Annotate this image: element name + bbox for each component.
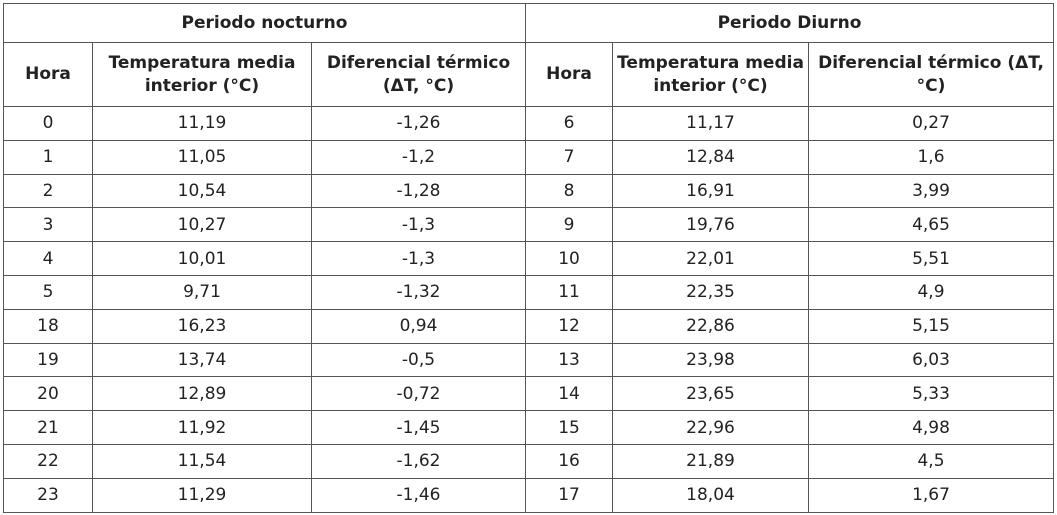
table-cell: 11,17	[612, 106, 810, 141]
table-cell: -1,26	[310, 106, 527, 141]
table-cell: 18	[3, 308, 93, 344]
table-row: 19 13,74 -0,5 13 23,98 6,03	[3, 342, 1055, 378]
table-cell: 11,05	[92, 139, 312, 175]
table-cell: 22,35	[612, 274, 810, 310]
table-cell: 20	[3, 376, 93, 412]
table-cell: 5	[3, 274, 93, 310]
table-cell: -1,45	[310, 410, 527, 445]
table-cell: 16,23	[92, 308, 312, 344]
table-cell: -1,32	[310, 274, 527, 310]
column-header: Temperatura media interior (°C)	[612, 42, 810, 107]
table-cell: 2	[3, 173, 93, 209]
table-cell: 0,94	[310, 308, 527, 344]
table-cell: 3	[3, 207, 93, 243]
table-cell: 4,5	[808, 443, 1055, 479]
column-header: Diferencial térmico (ΔT, °C)	[310, 42, 527, 107]
group-header: Periodo nocturno	[2, 3, 527, 43]
table-cell: 21,89	[612, 443, 810, 479]
table-cell: 11,29	[92, 477, 312, 513]
column-header: Diferencial térmico (ΔT, °C)	[808, 42, 1055, 107]
table-row: 23 11,29 -1,46 17 18,04 1,67	[3, 477, 1055, 513]
table-cell: 16,91	[612, 173, 810, 209]
table-cell: 22	[3, 443, 93, 479]
table-cell: 18,04	[612, 477, 810, 513]
table-cell: 10,01	[92, 241, 312, 276]
table-cell: 13,74	[92, 342, 312, 378]
table-cell: 12,84	[612, 139, 810, 175]
table-row: 18 16,23 0,94 12 22,86 5,15	[3, 308, 1055, 344]
table-row: 4 10,01 -1,3 10 22,01 5,51	[3, 241, 1055, 276]
table-cell: -1,3	[310, 241, 527, 276]
table-cell: 6	[525, 106, 614, 141]
table-cell: 5,33	[808, 376, 1055, 412]
table-cell: 10	[525, 241, 614, 276]
table-cell: -0,5	[310, 342, 527, 378]
table-cell: -1,62	[310, 443, 527, 479]
table-row: 0 11,19 -1,26 6 11,17 0,27	[3, 106, 1055, 141]
group-header-row: Periodo nocturno Periodo Diurno	[2, 3, 1055, 43]
table-cell: -1,3	[310, 207, 527, 243]
table-cell: -1,28	[310, 173, 527, 209]
table-row: 22 11,54 -1,62 16 21,89 4,5	[3, 443, 1055, 479]
table-cell: 17	[525, 477, 614, 513]
table-row: 20 12,89 -0,72 14 23,65 5,33	[3, 376, 1055, 412]
table-cell: 4,9	[808, 274, 1055, 310]
table-cell: 22,96	[612, 410, 810, 445]
table-cell: 16	[525, 443, 614, 479]
column-header: Temperatura media interior (°C)	[92, 42, 312, 107]
table-cell: 10,27	[92, 207, 312, 243]
table-cell: 0,27	[808, 106, 1055, 141]
table-cell: 13	[525, 342, 614, 378]
table-cell: 4,65	[808, 207, 1055, 243]
table-cell: -1,46	[310, 477, 527, 513]
table-cell: 5,51	[808, 241, 1055, 276]
table-cell: 5,15	[808, 308, 1055, 344]
table-cell: 0	[3, 106, 93, 141]
table-cell: 9,71	[92, 274, 312, 310]
table-cell: 14	[525, 376, 614, 412]
table-row: 21 11,92 -1,45 15 22,96 4,98	[3, 410, 1055, 445]
table-cell: 11,92	[92, 410, 312, 445]
table-cell: 4,98	[808, 410, 1055, 445]
table-cell: -1,2	[310, 139, 527, 175]
column-header-row: Hora Temperatura media interior (°C) Difer…	[3, 42, 1055, 107]
table-cell: 23,65	[612, 376, 810, 412]
table-cell: 12	[525, 308, 614, 344]
table-cell: 23	[3, 477, 93, 513]
table-row: 3 10,27 -1,3 9 19,76 4,65	[3, 207, 1055, 243]
table-cell: 1	[3, 139, 93, 175]
table-cell: 11,54	[92, 443, 312, 479]
table-cell: 21	[3, 410, 93, 445]
table-cell: 1,6	[808, 139, 1055, 175]
table-cell: 22,86	[612, 308, 810, 344]
table-cell: 3,99	[808, 173, 1055, 209]
table-cell: 9	[525, 207, 614, 243]
table-cell: 22,01	[612, 241, 810, 276]
table-cell: 6,03	[808, 342, 1055, 378]
table-body: 0 11,19 -1,26 6 11,17 0,27 1 11,05 -1,2 7 12,84 1,6…	[3, 106, 1055, 513]
table-cell: 15	[525, 410, 614, 445]
table-cell: 11	[525, 274, 614, 310]
table-cell: -0,72	[310, 376, 527, 412]
table-cell: 1,67	[808, 477, 1055, 513]
column-header: Hora	[3, 42, 93, 107]
table-cell: 7	[525, 139, 614, 175]
table-row: 2 10,54 -1,28 8 16,91 3,99	[3, 173, 1055, 209]
group-header: Periodo Diurno	[525, 3, 1055, 43]
table-row: 1 11,05 -1,2 7 12,84 1,6	[3, 139, 1055, 175]
table-cell: 19	[3, 342, 93, 378]
table-cell: 4	[3, 241, 93, 276]
table-cell: 10,54	[92, 173, 312, 209]
table-row: 5 9,71 -1,32 11 22,35 4,9	[3, 274, 1055, 310]
table-cell: 19,76	[612, 207, 810, 243]
table-cell: 11,19	[92, 106, 312, 141]
table-cell: 12,89	[92, 376, 312, 412]
table-cell: 23,98	[612, 342, 810, 378]
column-header: Hora	[525, 42, 614, 107]
table-cell: 8	[525, 173, 614, 209]
data-table: Periodo nocturno Periodo Diurno Hora Temp…	[2, 3, 1055, 513]
